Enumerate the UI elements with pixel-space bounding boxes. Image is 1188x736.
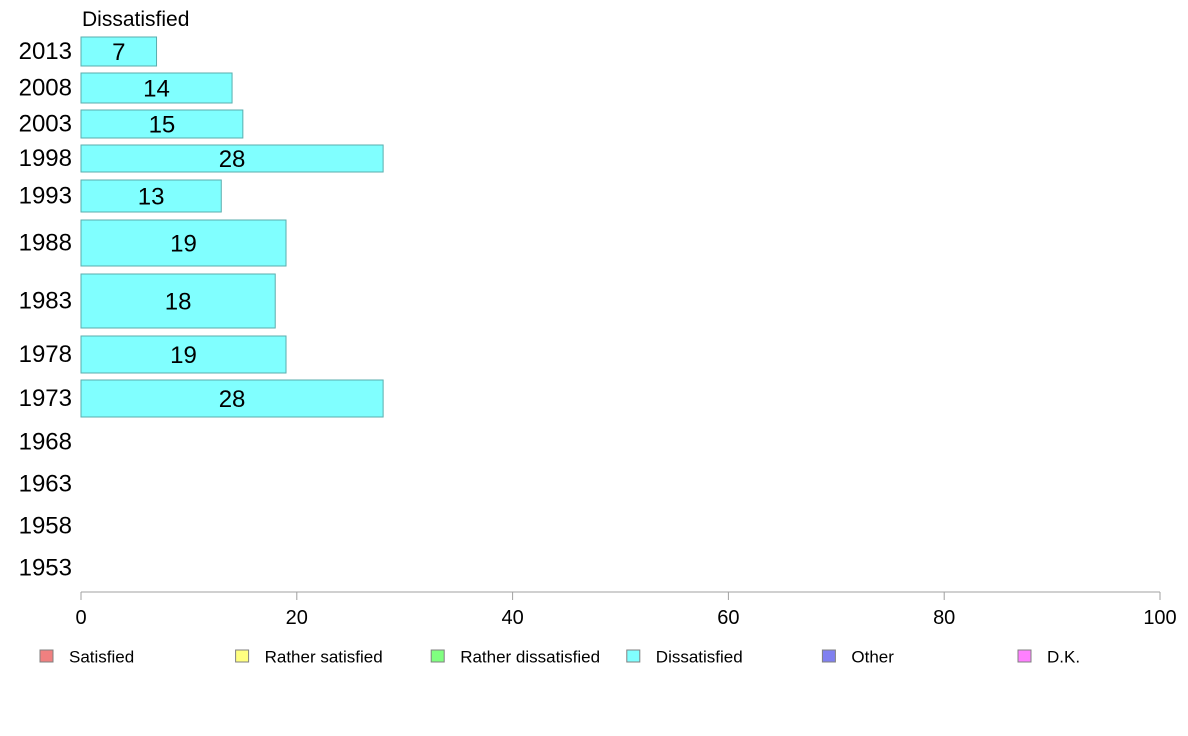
x-tick-label-20: 20	[286, 607, 308, 629]
data-label-2013: 7	[112, 39, 125, 66]
category-label-2003: 2003	[19, 111, 72, 138]
category-labels: 2013 2008 2003 1998 1993 1988 1983 1978 1973 1968…	[19, 38, 72, 582]
legend-swatch-2	[430, 649, 445, 663]
legend-label-3: Dissatisfied	[656, 648, 743, 667]
legend-label-4: Other	[851, 648, 894, 667]
category-label-1973: 1973	[19, 385, 72, 412]
bar-2008	[80, 72, 233, 104]
legend-label-1: Rather satisfied	[265, 648, 383, 667]
legend-label-5: D.K.	[1047, 648, 1080, 667]
legend-swatch-4	[821, 649, 836, 663]
data-label-1983: 18	[165, 289, 192, 316]
data-label-2003: 15	[149, 112, 176, 139]
bar-1978	[80, 335, 287, 374]
category-label-1953: 1953	[19, 555, 72, 582]
bar-2003	[80, 109, 244, 139]
legend-swatch-1	[235, 649, 250, 663]
legend-label-2: Rather dissatisfied	[460, 648, 600, 667]
legend: Satisfied Rather satisfied Rather dissatis…	[39, 648, 1080, 667]
data-label-1978: 19	[170, 342, 197, 369]
category-label-2008: 2008	[19, 75, 72, 102]
x-tick-label-100: 100	[1143, 607, 1176, 629]
category-label-1958: 1958	[19, 513, 72, 540]
legend-swatch-3	[626, 649, 641, 663]
category-label-2013: 2013	[19, 38, 72, 65]
legend-swatch-5	[1017, 649, 1032, 663]
x-axis: 0 20 40 60 80 100	[75, 591, 1177, 629]
x-tick-label-60: 60	[717, 607, 739, 629]
bar-2013	[80, 36, 158, 67]
data-label-1993: 13	[138, 184, 165, 211]
category-label-1978: 1978	[19, 341, 72, 368]
legend-swatch-0	[39, 649, 54, 663]
category-label-1993: 1993	[19, 183, 72, 210]
bar-1998	[80, 144, 384, 173]
category-label-1988: 1988	[19, 230, 72, 257]
bar-1983	[80, 273, 276, 329]
data-label-2008: 14	[143, 76, 170, 103]
x-tick-label-40: 40	[501, 607, 523, 629]
data-label-1973: 28	[219, 386, 246, 413]
bar-1988	[80, 219, 287, 267]
bar-1993	[80, 179, 222, 213]
data-label-1998: 28	[219, 146, 246, 173]
category-label-1998: 1998	[19, 145, 72, 172]
x-tick-label-0: 0	[75, 607, 86, 629]
data-label-1988: 19	[170, 231, 197, 258]
category-label-1968: 1968	[19, 429, 72, 456]
chart-title: Dissatisfied	[82, 8, 189, 31]
legend-label-0: Satisfied	[69, 648, 134, 667]
bar-1973	[80, 379, 384, 418]
x-tick-label-80: 80	[933, 607, 955, 629]
category-label-1983: 1983	[19, 288, 72, 315]
category-label-1963: 1963	[19, 471, 72, 498]
